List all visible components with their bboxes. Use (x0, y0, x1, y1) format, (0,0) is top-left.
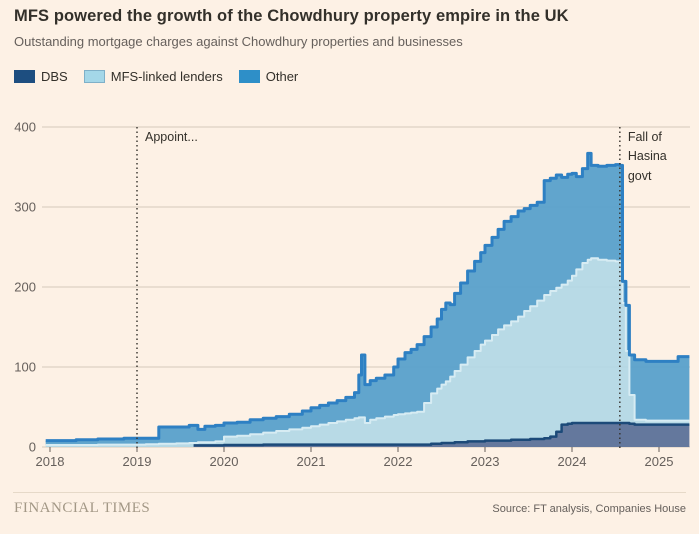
line-mfs-linked-lenders (45, 257, 690, 446)
legend-item-other: Other (238, 69, 299, 84)
legend-label-other: Other (265, 69, 299, 84)
legend-label-mfs: MFS-linked lenders (110, 69, 223, 84)
x-axis-label-2024: 2024 (558, 454, 587, 469)
x-axis-label-2025: 2025 (645, 454, 674, 469)
page-title: MFS powered the growth of the Chowdhury … (14, 7, 569, 25)
legend-item-mfs: MFS-linked lenders (83, 69, 223, 84)
x-axis-label-2022: 2022 (384, 454, 413, 469)
area-other (45, 153, 690, 445)
legend-swatch-other-icon (238, 70, 260, 83)
annotation-fall-of-hasina-govt: Fall of Hasina govt (627, 130, 667, 183)
source-note: Source: FT analysis, Companies House (492, 503, 686, 515)
y-axis-label-400: 400 (14, 120, 36, 135)
legend-swatch-dbs-icon (14, 70, 35, 83)
x-axis-label-2019: 2019 (123, 454, 152, 469)
x-axis-label-2023: 2023 (471, 454, 500, 469)
chart-header: MFS powered the growth of the Chowdhury … (14, 6, 685, 49)
x-axis-label-2018: 2018 (36, 454, 65, 469)
chart-legend: DBS MFS-linked lenders Other (14, 69, 298, 84)
y-axis-label-200: 200 (14, 280, 36, 295)
y-axis-label-100: 100 (14, 360, 36, 375)
x-axis-label-2021: 2021 (297, 454, 326, 469)
y-axis-label-300: 300 (14, 200, 36, 215)
y-axis-label-0: 0 (29, 440, 36, 455)
annotation-appointment: Appoint... (145, 130, 198, 144)
legend-item-dbs: DBS (14, 69, 68, 84)
line-dbs (193, 421, 690, 447)
area-mfs-linked-lenders (45, 258, 690, 447)
legend-label-dbs: DBS (41, 69, 68, 84)
line-total (45, 151, 690, 443)
x-axis-label-2020: 2020 (210, 454, 239, 469)
financial-times-logo: FINANCIAL TIMES (14, 500, 151, 516)
footer-divider (13, 492, 686, 493)
page-subtitle: Outstanding mortgage charges against Cho… (14, 34, 463, 50)
legend-swatch-mfs-icon (83, 70, 105, 83)
